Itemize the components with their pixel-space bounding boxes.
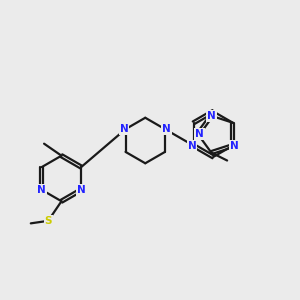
Text: N: N xyxy=(195,129,204,139)
Text: N: N xyxy=(77,185,85,195)
Text: S: S xyxy=(44,216,52,226)
Text: N: N xyxy=(207,111,216,121)
Text: N: N xyxy=(162,124,171,134)
Text: N: N xyxy=(120,124,128,134)
Text: N: N xyxy=(230,141,239,151)
Text: N: N xyxy=(38,185,46,195)
Text: N: N xyxy=(188,141,196,151)
